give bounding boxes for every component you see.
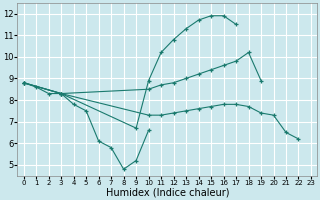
X-axis label: Humidex (Indice chaleur): Humidex (Indice chaleur) bbox=[106, 187, 229, 197]
